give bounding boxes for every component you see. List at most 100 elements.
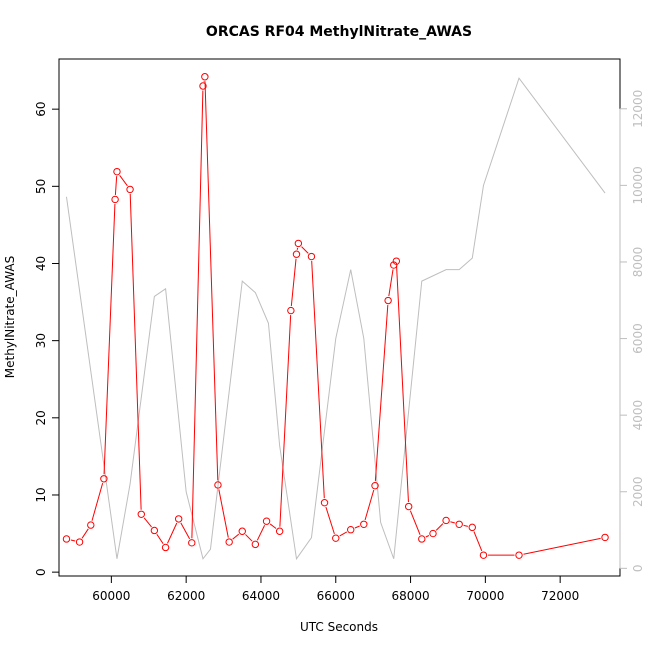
data-point [479,551,488,559]
data-point [468,523,476,532]
y-axis-right: 0 2000 4000 6000 8000 10000 12000 [619,90,645,573]
series-segment [245,534,253,542]
y-tick-label: 0 [34,568,48,576]
series-layer [62,73,609,561]
data-point [126,185,134,194]
data-point [199,82,207,90]
x-axis-label: UTC Seconds [300,620,378,634]
data-point [307,252,316,261]
series-segment [463,524,469,527]
data-point [347,526,355,534]
series-segment [425,535,430,538]
y-tick-label: 30 [34,333,48,348]
series-segment [388,269,394,297]
data-point [75,538,84,546]
y2-tick-label: 8000 [631,247,645,278]
y2-tick-label: 2000 [631,476,645,507]
x-axis: 60000 62000 64000 66000 68000 70000 72000 [92,575,579,603]
data-point [111,195,119,204]
data-point [601,533,609,542]
data-point [137,510,145,518]
series-segment [396,265,409,503]
data-point [262,517,271,525]
data-point [100,475,108,483]
x-tick-label: 60000 [92,589,130,603]
x-tick-label: 62000 [167,589,205,603]
series-segment [354,525,360,529]
data-point [515,551,523,559]
y-axis-label: MethylNitrate_AWAS [3,256,17,378]
y2-tick-label: 12000 [631,90,645,128]
data-point [275,527,284,535]
series-segment [91,482,104,521]
series-segment [364,489,375,521]
data-point [390,261,398,269]
series-segment [167,522,178,544]
y-tick-label: 10 [34,487,48,502]
data-point [251,540,260,549]
series-segment [191,90,204,539]
data-point [62,535,71,543]
series-line [65,77,606,561]
data-point [429,529,437,538]
series-segment [81,528,89,539]
data-point [87,521,95,529]
data-point [455,520,463,528]
data-point [392,257,401,265]
data-point [225,538,233,546]
data-point [294,239,303,248]
data-point [292,250,301,258]
series-right-axis [65,77,606,561]
chart-title: ORCAS RF04 MethylNitrate_AWAS [206,24,472,40]
series-segment [279,315,292,527]
data-point [404,502,413,511]
y2-tick-label: 0 [631,565,645,573]
x-tick-label: 68000 [391,589,429,603]
series-segment [129,193,142,510]
series-segment [301,246,309,254]
series-segment [119,174,128,187]
data-point [332,534,340,542]
data-point [174,515,183,523]
y-tick-label: 60 [34,102,48,117]
series-segment [103,203,116,475]
data-point [360,520,368,528]
y2-tick-label: 10000 [631,166,645,204]
data-point [418,535,426,543]
series-segment [290,258,297,307]
x-tick-label: 64000 [242,589,280,603]
series-segment [339,531,348,537]
data-point [201,73,209,81]
series-segment [256,525,266,541]
plot-frame [58,58,621,577]
series-segment [204,81,219,481]
series-segment [523,537,601,555]
series-segment [311,261,325,499]
data-point [150,526,159,535]
series-segment [409,510,421,535]
series-segment [325,506,335,535]
y2-tick-label: 6000 [631,323,645,354]
data-point [384,296,392,305]
y2-tick-label: 4000 [631,400,645,431]
series-left-axis [62,73,609,559]
y-axis-left: 0 10 20 30 40 50 60 [34,102,60,576]
x-tick-label: 66000 [317,589,355,603]
data-point [214,481,222,489]
x-tick-label: 70000 [466,589,504,603]
series-segment [374,304,389,482]
data-point [161,543,170,552]
series-segment [70,539,76,542]
series-segment [114,176,118,195]
data-point [320,498,329,507]
data-point [442,516,450,525]
y-tick-label: 20 [34,410,48,425]
data-point [287,306,295,315]
data-point [238,527,246,535]
series-segment [435,523,444,531]
data-point [188,539,196,547]
series-segment [180,522,191,540]
series-segment [218,489,229,538]
x-tick-label: 72000 [541,589,579,603]
